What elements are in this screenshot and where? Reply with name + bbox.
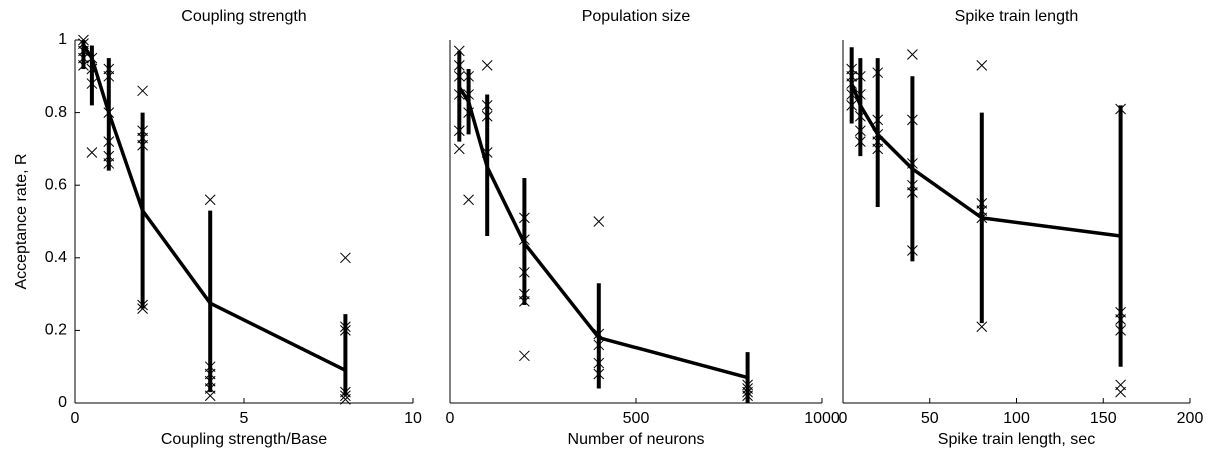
sample-marker: [204, 194, 216, 206]
x-tick-label: 150: [1090, 410, 1117, 427]
y-tick-label: 0: [58, 394, 67, 411]
sample-marker: [1115, 386, 1126, 398]
y-axis-label: Acceptance rate, R: [13, 153, 30, 289]
sample-marker: [453, 143, 465, 155]
sample-marker: [976, 321, 988, 333]
y-tick-label: 1: [58, 31, 67, 48]
y-tick-label: 0.6: [45, 176, 67, 193]
sample-marker: [137, 85, 148, 97]
x-tick-label: 200: [1177, 410, 1204, 427]
x-tick-label: 100: [1003, 410, 1030, 427]
x-axis-label: Spike train length, sec: [938, 431, 1095, 448]
sample-marker: [340, 394, 351, 405]
mean-line: [457, 86, 749, 380]
x-tick-label: 50: [921, 410, 939, 427]
x-axis-label: Number of neurons: [568, 431, 705, 448]
sample-marker: [463, 194, 474, 206]
panel-title: Coupling strength: [181, 8, 306, 25]
mean-line: [850, 82, 1121, 238]
panel-title: Spike train length: [955, 8, 1079, 25]
mean-line: [81, 44, 347, 372]
x-tick-label: 1000: [804, 410, 840, 427]
sample-marker: [481, 60, 493, 71]
sample-marker: [519, 350, 530, 362]
x-tick-label: 0: [446, 410, 455, 427]
x-tick-label: 0: [71, 410, 80, 427]
sample-marker: [86, 147, 98, 158]
y-tick-label: 0.4: [45, 249, 67, 266]
sample-marker: [340, 252, 351, 264]
x-tick-label: 500: [623, 410, 650, 427]
x-axis-label: Coupling strength/Base: [161, 431, 327, 448]
y-tick-label: 0.2: [45, 322, 67, 339]
x-tick-label: 0: [839, 410, 848, 427]
sample-marker: [976, 60, 988, 71]
x-tick-label: 5: [240, 410, 249, 427]
panel-title: Population size: [582, 8, 691, 25]
x-tick-label: 10: [404, 410, 422, 427]
y-tick-label: 0.8: [45, 104, 67, 121]
sample-marker: [204, 390, 216, 402]
sample-marker: [907, 49, 918, 60]
sample-marker: [593, 216, 605, 227]
